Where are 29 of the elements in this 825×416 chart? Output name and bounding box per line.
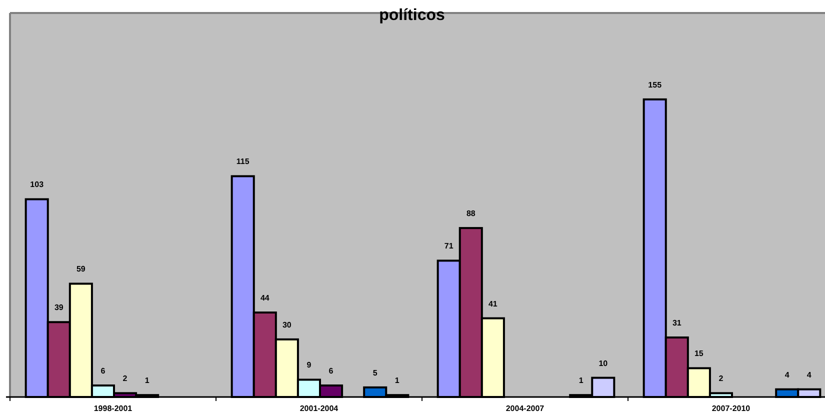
data-label: 1 — [144, 376, 150, 386]
data-label: 10 — [598, 358, 608, 368]
data-label: 2 — [718, 374, 724, 384]
data-label: 9 — [306, 360, 312, 370]
data-label: 115 — [236, 157, 250, 166]
data-label: 6 — [328, 366, 334, 376]
data-label: 1 — [394, 376, 400, 386]
chart-title: políticos — [379, 7, 445, 24]
data-label: 30 — [282, 320, 292, 330]
data-label: 1 — [578, 376, 584, 386]
data-label: 44 — [260, 294, 270, 303]
data-label: 2 — [122, 374, 128, 384]
x-tick-label: 2001-2004 — [300, 404, 339, 413]
data-label: 41 — [488, 299, 498, 308]
data-label: 15 — [694, 349, 704, 358]
data-label: 59 — [76, 264, 86, 274]
data-label: 39 — [54, 303, 64, 312]
x-tick-label: 1998-2001 — [94, 404, 133, 413]
data-label: 88 — [466, 209, 476, 218]
data-label: 6 — [100, 366, 106, 376]
data-label: 5 — [372, 368, 378, 378]
x-tick-label: 2007-2010 — [712, 404, 751, 413]
data-label: 103 — [30, 180, 44, 190]
data-label: 71 — [444, 242, 454, 251]
data-label: 155 — [648, 80, 662, 90]
data-label: 4 — [784, 370, 790, 380]
data-label: 4 — [806, 370, 812, 380]
data-label: 31 — [672, 318, 682, 328]
x-tick-label: 2004-2007 — [506, 404, 545, 413]
